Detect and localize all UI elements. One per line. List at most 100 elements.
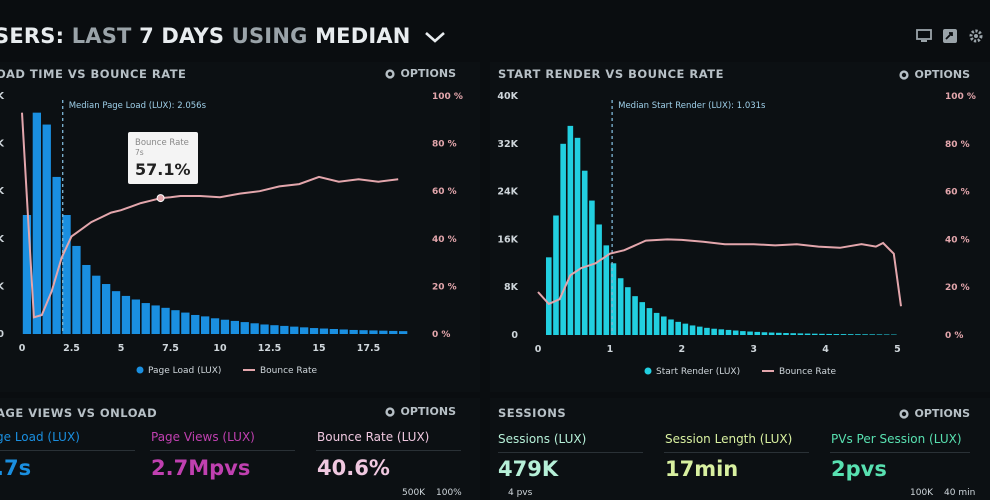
divider bbox=[150, 450, 295, 451]
histogram-bar bbox=[646, 308, 653, 335]
x-axis-tick-label: 15 bbox=[312, 343, 325, 354]
histogram-bar bbox=[610, 263, 617, 335]
histogram-bar bbox=[319, 328, 329, 334]
histogram-bar bbox=[581, 170, 588, 335]
histogram-bar bbox=[883, 334, 890, 335]
histogram-bar bbox=[309, 328, 319, 334]
histogram-bar bbox=[833, 334, 840, 335]
options-button[interactable]: OPTIONS bbox=[384, 405, 457, 418]
monitor-icon[interactable] bbox=[916, 28, 932, 44]
options-label: OPTIONS bbox=[914, 407, 971, 420]
histogram-bar bbox=[682, 323, 689, 335]
load-time-panel: OAD TIME VS BOUNCE RATE OPTIONS 0 K K K K K 0 … bbox=[0, 62, 480, 392]
x-axis-tick-label: 3 bbox=[750, 344, 757, 355]
title-range-label: LAST bbox=[71, 24, 140, 48]
axis-note: 4 pvs bbox=[508, 488, 533, 498]
histogram-bar bbox=[855, 334, 861, 335]
y-axis-tick-label: 40K bbox=[497, 91, 518, 102]
options-button[interactable]: OPTIONS bbox=[898, 68, 971, 81]
y2-axis-tick-label: 80 % bbox=[945, 140, 970, 150]
histogram-bar bbox=[661, 316, 667, 335]
histogram-bar bbox=[121, 295, 131, 334]
session-length-value: 17min bbox=[665, 457, 739, 481]
histogram-bar bbox=[869, 334, 876, 335]
histogram-bar bbox=[876, 334, 883, 335]
histogram-bar bbox=[847, 334, 854, 335]
histogram-bar bbox=[62, 215, 71, 334]
pvs-per-session-label: PVs Per Session (LUX) bbox=[831, 432, 962, 446]
page-views-panel: AGE VIEWS VS ONLOAD OPTIONS ge Load (LUX… bbox=[0, 398, 480, 500]
histogram-bar bbox=[811, 333, 818, 335]
divider bbox=[498, 452, 643, 453]
histogram-bar bbox=[220, 319, 230, 334]
histogram-bar bbox=[92, 275, 101, 334]
histogram-bar bbox=[260, 324, 269, 334]
histogram-bar bbox=[399, 331, 408, 334]
histogram-bar bbox=[617, 278, 624, 335]
histogram-bar bbox=[819, 333, 825, 335]
page-title[interactable]: SERS: LAST 7 DAYS USING MEDIAN bbox=[0, 24, 446, 48]
options-button[interactable]: OPTIONS bbox=[384, 67, 456, 80]
histogram-bar bbox=[389, 330, 398, 334]
histogram-bar bbox=[696, 326, 703, 335]
histogram-bar bbox=[52, 176, 61, 334]
histogram-bar bbox=[72, 245, 81, 334]
y-axis-tick-label: K bbox=[0, 139, 5, 150]
tooltip-point bbox=[156, 194, 165, 203]
gear-icon bbox=[898, 70, 909, 80]
y2-axis-tick-label: 40 % bbox=[945, 235, 970, 245]
histogram-bar bbox=[280, 325, 289, 334]
y-axis-tick-label: 16K bbox=[497, 234, 518, 245]
title-aggregate-value: MEDIAN bbox=[315, 24, 411, 48]
y2-axis-tick-label: 0 % bbox=[945, 331, 963, 341]
x-axis-tick-label: 0 bbox=[535, 344, 542, 355]
histogram-bar bbox=[270, 325, 279, 334]
histogram-bar bbox=[675, 321, 681, 335]
y-axis-tick-label: 32K bbox=[497, 139, 518, 150]
histogram-bar bbox=[141, 303, 150, 334]
options-label: OPTIONS bbox=[914, 68, 971, 81]
page-load-label: ge Load (LUX) bbox=[0, 430, 80, 444]
y-axis-tick-label: 0 bbox=[511, 330, 518, 341]
tooltip-value: 57.1% bbox=[135, 160, 191, 179]
median-label: Median Start Render (LUX): 1.031s bbox=[618, 101, 766, 111]
share-icon[interactable] bbox=[942, 28, 958, 44]
divider bbox=[316, 450, 461, 451]
histogram-bar bbox=[776, 332, 782, 335]
legend-label: Start Render (LUX) bbox=[656, 367, 740, 377]
histogram-bar bbox=[826, 333, 832, 335]
median-label: Median Page Load (LUX): 2.056s bbox=[69, 101, 207, 111]
histogram-bar bbox=[761, 332, 768, 335]
dashboard-header: SERS: LAST 7 DAYS USING MEDIAN bbox=[0, 0, 990, 62]
histogram-bar bbox=[210, 318, 220, 334]
chevron-down-icon[interactable] bbox=[424, 30, 446, 44]
tooltip-box bbox=[128, 132, 198, 184]
axis-note: 100K bbox=[910, 488, 934, 498]
settings-gear-icon[interactable] bbox=[968, 28, 984, 44]
histogram-bar bbox=[567, 125, 574, 335]
histogram-bar bbox=[783, 333, 789, 335]
histogram-bar bbox=[42, 124, 51, 334]
bounce-rate-line bbox=[537, 238, 902, 307]
bounce-rate-line bbox=[21, 112, 399, 319]
histogram-bar bbox=[131, 299, 140, 334]
options-button[interactable]: OPTIONS bbox=[898, 407, 971, 420]
legend-label: Bounce Rate bbox=[260, 366, 318, 376]
histogram-bar bbox=[768, 332, 775, 335]
panel-title: START RENDER VS BOUNCE RATE bbox=[498, 67, 724, 81]
x-axis-tick-label: 12.5 bbox=[258, 343, 281, 354]
y-axis-tick-label: K bbox=[0, 281, 5, 292]
legend-label: Bounce Rate bbox=[779, 367, 837, 377]
gear-icon bbox=[898, 409, 909, 419]
histogram-bar bbox=[625, 287, 631, 335]
histogram-bar bbox=[725, 329, 732, 335]
histogram-bar bbox=[339, 329, 348, 334]
histogram-bar bbox=[740, 331, 746, 335]
histogram-bar bbox=[711, 328, 717, 335]
x-axis-tick-label: 1 bbox=[607, 344, 614, 355]
histogram-bar bbox=[668, 319, 674, 335]
histogram-bar bbox=[161, 307, 170, 334]
y2-axis-tick-label: 80 % bbox=[432, 140, 457, 150]
y-axis-tick-label: 8K bbox=[504, 282, 519, 293]
options-label: OPTIONS bbox=[400, 405, 457, 418]
